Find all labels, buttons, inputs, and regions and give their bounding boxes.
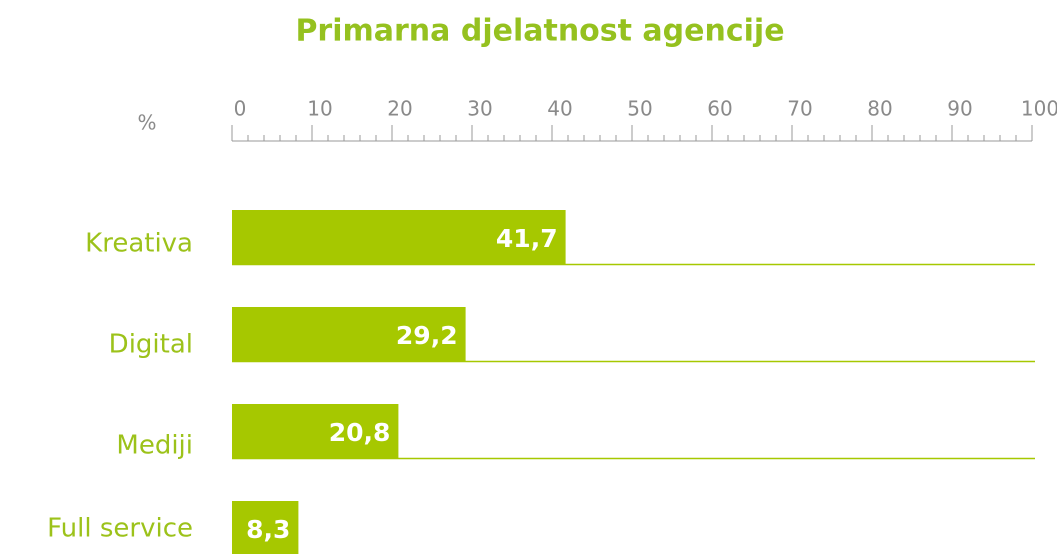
x-tick-label: 0 (234, 97, 247, 121)
category-label: Digital (109, 330, 193, 360)
x-tick-label: 20 (387, 97, 412, 121)
value-label: 41,7 (496, 224, 558, 253)
x-tick-label: 40 (547, 97, 572, 121)
bar (232, 210, 566, 265)
category-label: Mediji (116, 431, 193, 461)
x-tick-label: 50 (627, 97, 652, 121)
value-label: 29,2 (396, 321, 458, 350)
bar (232, 404, 399, 459)
value-label: 8,3 (246, 515, 290, 544)
bar (232, 307, 466, 362)
chart-title: Primarna djelatnost agencije (295, 14, 784, 49)
value-label: 20,8 (329, 418, 391, 447)
x-tick-label: 10 (307, 97, 332, 121)
x-tick-label: 70 (787, 97, 812, 121)
x-tick-label: 60 (707, 97, 732, 121)
x-tick-label: 30 (467, 97, 492, 121)
category-label: Full service (47, 514, 193, 544)
category-label: Kreativa (85, 229, 193, 259)
x-tick-label: 80 (867, 97, 892, 121)
x-axis-label: % (137, 111, 156, 135)
x-tick-label: 100 (1021, 97, 1057, 121)
x-tick-label: 90 (947, 97, 972, 121)
bar (232, 501, 299, 554)
